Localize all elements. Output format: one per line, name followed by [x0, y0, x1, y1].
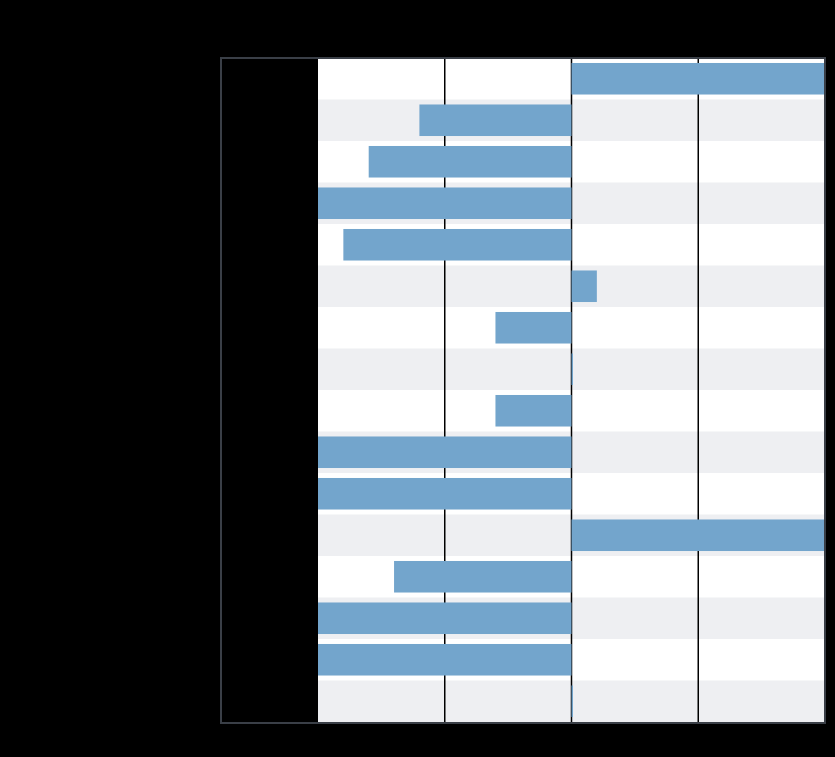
bar: [318, 436, 572, 469]
bar: [571, 270, 597, 303]
bar: [571, 353, 573, 386]
bar: [318, 477, 572, 510]
plot-frame: [220, 57, 826, 724]
bars: [318, 62, 825, 718]
bar: [571, 62, 825, 95]
bar: [419, 104, 572, 137]
bar: [394, 560, 572, 593]
bar: [571, 519, 825, 552]
label-gutter: [222, 58, 318, 722]
bar: [495, 394, 572, 427]
bar: [318, 643, 572, 676]
bar: [343, 228, 572, 261]
bar: [495, 311, 572, 344]
bar: [318, 187, 572, 220]
bar: [368, 145, 572, 178]
bar: [571, 685, 573, 718]
bar: [318, 602, 572, 635]
